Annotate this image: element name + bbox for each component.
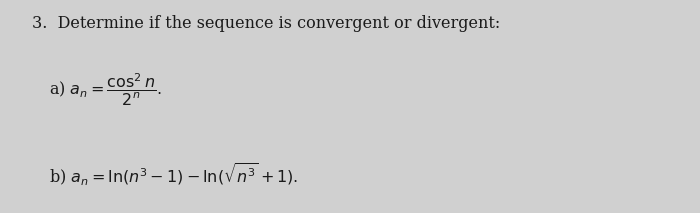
Text: b) $a_n = \ln(n^3 - 1) - \ln(\sqrt{n^3} + 1).$: b) $a_n = \ln(n^3 - 1) - \ln(\sqrt{n^3} … [49,161,298,188]
Text: 3.  Determine if the sequence is convergent or divergent:: 3. Determine if the sequence is converge… [32,15,500,32]
Text: a) $a_n = \dfrac{\cos^2 n}{2^n}.$: a) $a_n = \dfrac{\cos^2 n}{2^n}.$ [49,71,162,108]
